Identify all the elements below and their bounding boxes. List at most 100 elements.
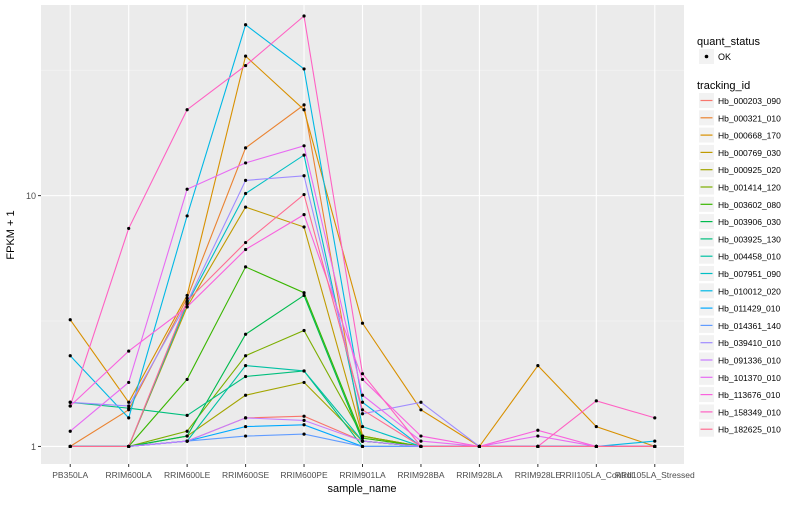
axes: 1 10 PB350LA RRIM600LA RRIM600LE RRIM600SE RRI… xyxy=(26,191,695,480)
legend-label: Hb_000668_170 xyxy=(718,131,781,141)
data-point xyxy=(243,54,248,58)
data-point xyxy=(419,439,423,443)
data-point xyxy=(594,424,598,429)
data-point xyxy=(243,393,248,397)
data-point xyxy=(302,380,306,385)
legend-label: Hb_003906_030 xyxy=(718,217,781,227)
data-point xyxy=(360,436,365,440)
data-point xyxy=(302,67,306,71)
data-point xyxy=(127,406,131,410)
data-point xyxy=(302,14,306,18)
data-point xyxy=(185,305,189,309)
legend-title-quant-status: quant_status xyxy=(697,36,760,48)
data-point xyxy=(302,414,306,418)
data-point xyxy=(243,416,248,420)
data-point xyxy=(302,108,306,112)
data-point xyxy=(360,412,365,416)
legend-label: Hb_014361_140 xyxy=(718,321,781,331)
x-axis-title: sample_name xyxy=(327,483,396,495)
data-points xyxy=(68,14,657,449)
x-tick-label: RRIM600LE xyxy=(164,470,211,480)
grid-lines xyxy=(41,5,684,464)
data-point xyxy=(302,423,306,427)
x-tick-label: RRIM928LE xyxy=(515,470,562,480)
data-point xyxy=(360,444,365,449)
data-point xyxy=(68,318,72,322)
data-point xyxy=(360,321,365,325)
data-point xyxy=(243,374,248,379)
data-point xyxy=(419,408,423,412)
data-point xyxy=(360,439,365,443)
data-point xyxy=(243,354,248,358)
data-point xyxy=(419,400,423,404)
data-point xyxy=(185,413,189,417)
data-point xyxy=(185,434,189,438)
data-point xyxy=(302,369,306,373)
data-point xyxy=(185,108,189,112)
legend-label: Hb_101370_010 xyxy=(718,373,781,383)
data-point xyxy=(360,408,365,412)
x-tick-label: RRIM600SE xyxy=(222,470,270,480)
color-legend-entries: Hb_000203_090 Hb_000321_010 Hb_000668_170 H… xyxy=(699,93,781,437)
legend-label: Hb_003925_130 xyxy=(718,234,781,244)
data-point xyxy=(653,416,657,420)
data-point xyxy=(68,429,72,433)
data-point xyxy=(243,364,248,368)
legend-label: Hb_000769_030 xyxy=(718,148,781,158)
data-point xyxy=(360,372,365,376)
y-axis-title: FPKM + 1 xyxy=(5,210,17,259)
data-point xyxy=(360,377,365,382)
data-point xyxy=(127,416,131,420)
data-point xyxy=(243,434,248,438)
legend-point-marker xyxy=(704,54,709,59)
data-point xyxy=(302,153,306,157)
data-point xyxy=(302,103,306,107)
data-point xyxy=(68,400,72,404)
legend-label: Hb_004458_010 xyxy=(718,252,781,262)
data-point xyxy=(185,439,189,443)
x-tick-label: RRIM600LA xyxy=(106,470,153,480)
data-point xyxy=(302,291,306,295)
data-point xyxy=(68,354,72,358)
data-point xyxy=(243,240,248,245)
data-point xyxy=(302,293,306,298)
data-point xyxy=(185,299,189,303)
data-point xyxy=(302,174,306,178)
data-point xyxy=(360,424,365,429)
data-point xyxy=(243,146,248,150)
data-point xyxy=(243,161,248,165)
legend-label: Hb_007951_090 xyxy=(718,269,781,279)
data-point xyxy=(302,418,306,423)
legend-label: Hb_113676_010 xyxy=(718,390,781,400)
data-point xyxy=(243,247,248,252)
data-point xyxy=(653,439,657,443)
data-point xyxy=(536,444,540,449)
data-point xyxy=(127,226,131,231)
data-point xyxy=(302,192,306,197)
data-point xyxy=(185,429,189,433)
data-point xyxy=(243,205,248,209)
legend-label: Hb_158349_010 xyxy=(718,407,781,417)
x-tick-label: RRIM600PE xyxy=(280,470,328,480)
data-point xyxy=(127,444,131,449)
x-tick-label: RRIM901LA xyxy=(339,470,386,480)
data-point xyxy=(477,444,482,449)
legend-label: Hb_010012_020 xyxy=(718,286,781,296)
x-tick-label: PB350LA xyxy=(52,470,88,480)
data-point xyxy=(536,434,540,438)
data-point xyxy=(243,178,248,182)
y-tick-label: 1 xyxy=(31,442,36,452)
data-point xyxy=(594,399,598,403)
data-point xyxy=(185,214,189,218)
data-point xyxy=(302,213,306,217)
data-point xyxy=(536,428,540,432)
data-point xyxy=(302,144,306,148)
legend-label: Hb_182625_010 xyxy=(718,425,781,435)
legend-label: Hb_000925_020 xyxy=(718,165,781,175)
data-point xyxy=(302,328,306,333)
data-point xyxy=(185,377,189,382)
data-point xyxy=(302,225,306,229)
data-point xyxy=(536,364,540,368)
